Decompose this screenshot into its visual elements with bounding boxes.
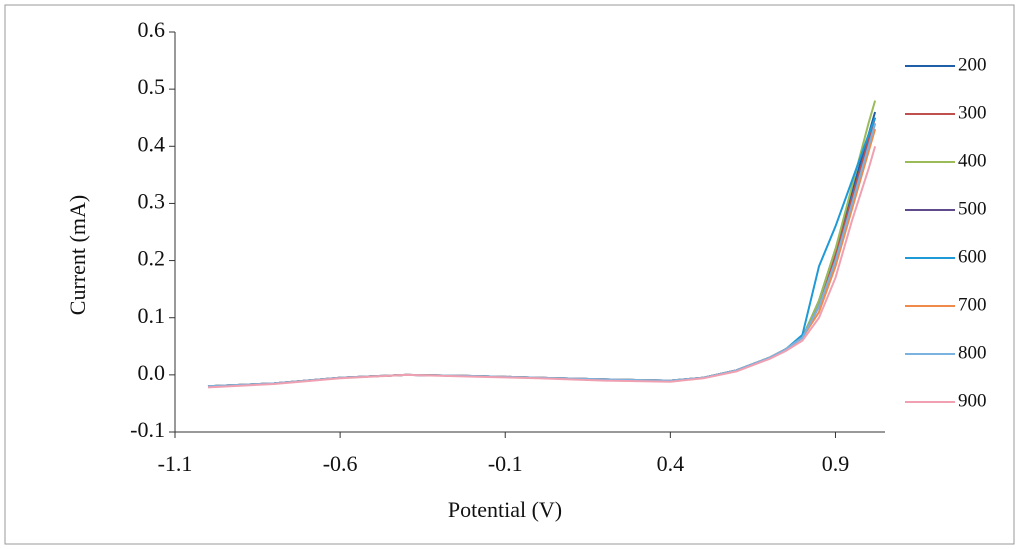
y-tick-label: 0.5 <box>138 74 166 99</box>
legend-label: 800 <box>958 342 987 363</box>
data-line <box>207 146 877 389</box>
data-line <box>207 117 877 388</box>
y-tick-label: 0.6 <box>138 17 166 42</box>
y-tick-label: 0.4 <box>138 131 166 156</box>
legend-label: 900 <box>958 390 987 411</box>
y-axis-label: Current (mA) <box>65 195 90 315</box>
data-line <box>207 117 877 388</box>
data-line <box>207 123 877 388</box>
x-axis-label: Potential (V) <box>448 497 562 522</box>
x-tick-label: -0.1 <box>488 451 523 476</box>
frame <box>4 4 1015 545</box>
x-tick-label: -1.1 <box>158 451 193 476</box>
legend-label: 200 <box>958 54 987 75</box>
data-line <box>207 128 877 388</box>
legend-label: 500 <box>958 198 987 219</box>
y-tick-label: -0.1 <box>130 417 165 442</box>
y-tick-label: 0.3 <box>138 188 166 213</box>
x-tick-label: -0.6 <box>323 451 358 476</box>
y-tick-label: 0.1 <box>138 303 166 328</box>
legend-label: 300 <box>958 102 987 123</box>
legend-label: 700 <box>958 294 987 315</box>
x-tick-label: 0.4 <box>657 451 685 476</box>
legend-label: 600 <box>958 246 987 267</box>
legend-label: 400 <box>958 150 987 171</box>
x-tick-label: 0.9 <box>822 451 850 476</box>
data-line <box>207 123 877 388</box>
data-line <box>207 100 877 388</box>
y-tick-label: 0.2 <box>138 246 166 271</box>
y-tick-label: 0.0 <box>138 360 166 385</box>
data-line <box>207 111 877 388</box>
